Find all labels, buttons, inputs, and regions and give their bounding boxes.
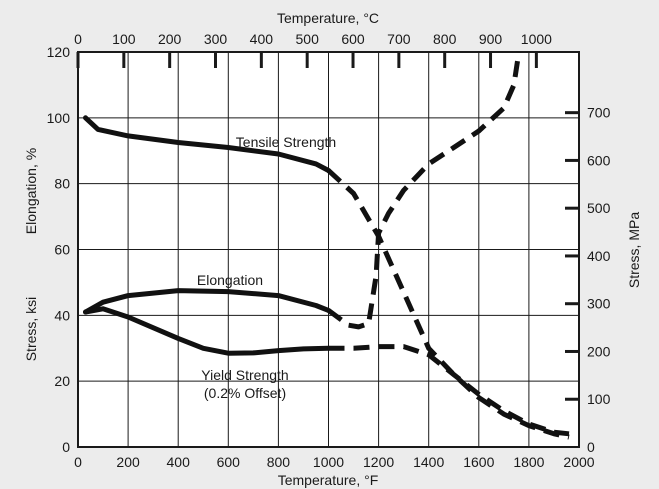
x2-tick-label: 100 [112, 31, 136, 47]
x-tick-label: 1400 [413, 454, 444, 470]
y-axis-title-stress: Stress, ksi [23, 297, 39, 362]
y2-tick-label: 500 [587, 200, 611, 216]
x-tick-label: 1200 [363, 454, 394, 470]
y2-tick-label: 0 [587, 439, 595, 455]
y-tick-label: 120 [47, 44, 71, 60]
y2-axis-title: Stress, MPa [626, 212, 642, 288]
x2-tick-label: 700 [387, 31, 411, 47]
grid [78, 52, 579, 447]
x-tick-label: 0 [74, 454, 82, 470]
x2-tick-label: 500 [296, 31, 320, 47]
tensile-strength-solid-line [83, 115, 331, 173]
x2-tick-label: 800 [433, 31, 457, 47]
x2-tick-label: 900 [479, 31, 503, 47]
y2-tick-label: 600 [587, 152, 611, 168]
y2-tick-label: 700 [587, 105, 611, 121]
x2-axis-title: Temperature, °C [277, 10, 379, 26]
tick-labels: 0 200 400 600 800 1000 1200 1400 1600 1800 2000020… [47, 31, 611, 470]
elongation-dashed-line [327, 51, 522, 330]
x2-tick-label: 400 [250, 31, 274, 47]
yield-strength-0-2-offset-solid-line [83, 306, 331, 356]
y-tick-label: 100 [47, 110, 71, 126]
x2-tick-label: 0 [74, 31, 82, 47]
x2-tick-label: 200 [158, 31, 182, 47]
annotation-yield-strength: Yield Strength [201, 367, 288, 383]
x2-tick-label: 300 [204, 31, 228, 47]
y-tick-label: 40 [54, 307, 70, 323]
y-tick-label: 0 [62, 439, 70, 455]
x-tick-label: 1800 [513, 454, 544, 470]
y2-tick-label: 200 [587, 343, 611, 359]
annotation-yield-offset: (0.2% Offset) [204, 385, 286, 401]
x-tick-label: 1600 [463, 454, 494, 470]
y2-tick-label: 300 [587, 296, 611, 312]
x-tick-label: 1000 [313, 454, 344, 470]
x2-tick-label: 1000 [521, 31, 552, 47]
annotation-elongation: Elongation [197, 272, 263, 288]
x-tick-label: 200 [116, 454, 140, 470]
y-tick-label: 80 [54, 176, 70, 192]
x-axis-title: Temperature, °F [278, 472, 379, 488]
right-axis-ticks [565, 111, 579, 401]
y-axis-title-elongation: Elongation, % [23, 148, 39, 234]
top-axis-ticks [76, 52, 538, 68]
series-lines [83, 51, 570, 440]
x2-tick-label: 600 [341, 31, 365, 47]
y-tick-label: 60 [54, 242, 70, 258]
x-tick-label: 400 [167, 454, 191, 470]
y-tick-label: 20 [54, 373, 70, 389]
y2-tick-label: 100 [587, 391, 611, 407]
annotation-tensile-strength: Tensile Strength [236, 134, 336, 150]
x-tick-label: 800 [267, 454, 291, 470]
elongation-solid-line [83, 288, 331, 315]
y2-tick-label: 400 [587, 248, 611, 264]
x-tick-label: 600 [217, 454, 241, 470]
x-tick-label: 2000 [563, 454, 594, 470]
yield-strength-0-2-offset-dashed-line [328, 344, 570, 437]
